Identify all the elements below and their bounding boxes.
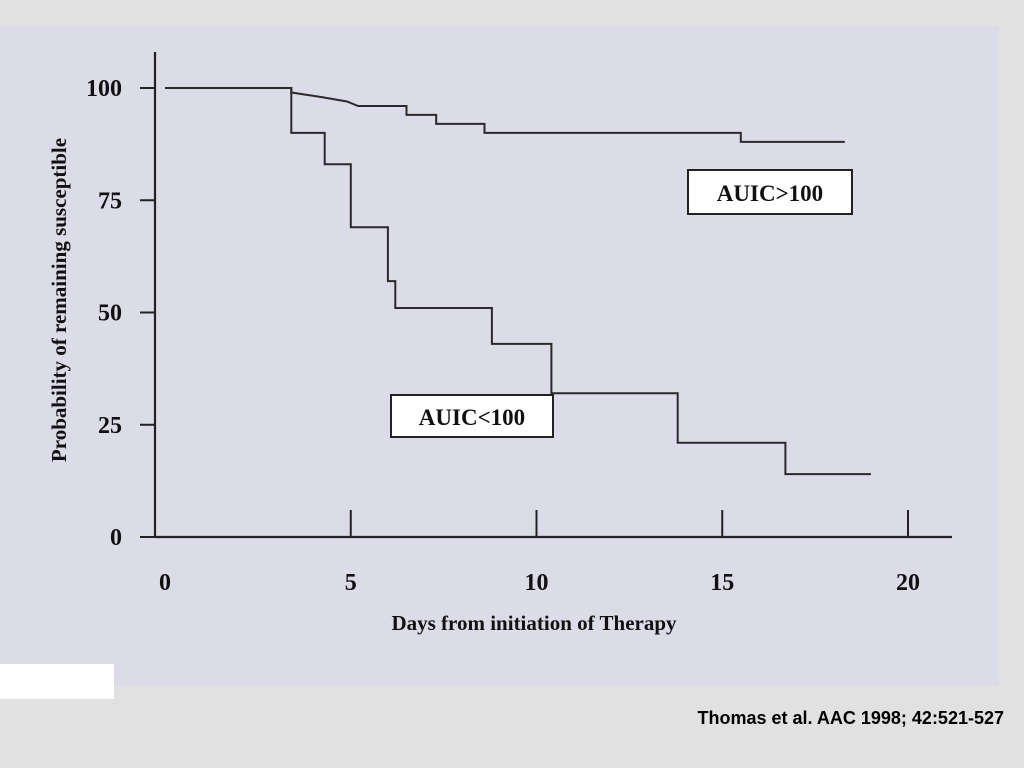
x-tick-label-15: 15 — [710, 570, 734, 596]
legend-box-auic-gt-100: AUIC>100 — [687, 169, 853, 215]
y-tick-label-75: 75 — [98, 188, 122, 214]
y-tick-label-50: 50 — [98, 301, 122, 327]
y-tick-label-0: 0 — [110, 525, 122, 551]
legend-label-auic-lt-100: AUIC<100 — [419, 405, 525, 430]
y-tick-label-100: 100 — [86, 76, 122, 102]
x-axis-title: Days from initiation of Therapy — [391, 611, 677, 635]
legend-label-auic-gt-100: AUIC>100 — [717, 181, 823, 206]
x-tick-label-20: 20 — [896, 570, 920, 596]
chart-axes — [153, 52, 952, 539]
legend-box-auic-lt-100: AUIC<100 — [390, 394, 554, 438]
y-tick-label-25: 25 — [98, 413, 122, 439]
white-corner-patch — [0, 664, 114, 699]
x-tick-label-0: 0 — [159, 570, 171, 596]
x-tick-label-10: 10 — [525, 570, 549, 596]
series-line-auic-gt-100 — [165, 87, 845, 143]
chart-ticks: 0 25 50 75 100 0 5 10 15 20 — [86, 76, 920, 596]
chart-series — [165, 87, 871, 476]
x-tick-label-5: 5 — [345, 570, 357, 596]
chart-figure — [0, 26, 999, 686]
series-line-auic-lt-100 — [165, 87, 871, 476]
citation: Thomas et al. AAC 1998; 42:521-527 — [697, 708, 1004, 728]
y-axis-title: Probability of remaining susceptible — [47, 138, 71, 462]
